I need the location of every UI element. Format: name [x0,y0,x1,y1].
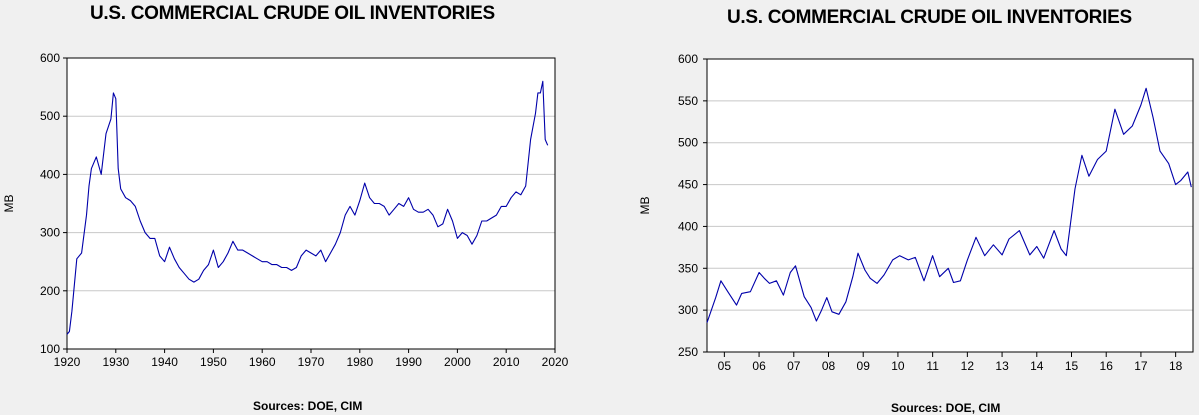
x-tick-label: 14 [1030,359,1044,373]
x-tick-label: 07 [787,359,801,373]
plot-area [706,58,1194,353]
x-tick-label: 05 [718,359,732,373]
series-line [706,87,1192,323]
x-tick-label: 09 [857,359,871,373]
y-axis-label: MB [638,197,652,215]
chart-title: U.S. COMMERCIAL CRUDE OIL INVENTORIES [90,3,495,24]
series-line [66,80,549,335]
x-tick-label: 1970 [298,355,325,369]
y-tick-label: 400 [40,167,60,181]
chart-title: U.S. COMMERCIAL CRUDE OIL INVENTORIES [727,7,1132,28]
x-tick-label: 1990 [395,355,422,369]
y-tick-label: 200 [40,284,60,298]
chart-panel-left: U.S. COMMERCIAL CRUDE OIL INVENTORIES 10… [0,0,590,415]
x-tick-label: 12 [961,359,975,373]
x-tick-label: 06 [752,359,766,373]
y-tick-label: 100 [40,342,60,356]
x-tick-label: 15 [1065,359,1079,373]
chart-panel-right: U.S. COMMERCIAL CRUDE OIL INVENTORIES 25… [600,0,1199,415]
y-tick-label: 600 [40,51,60,65]
y-tick-label: 300 [678,303,698,317]
x-tick-label: 17 [1134,359,1148,373]
chart-source-note: Sources: DOE, CIM [253,399,363,413]
y-tick-label: 450 [678,178,698,192]
x-tick-label: 1930 [102,355,129,369]
x-tick-label: 1920 [54,355,81,369]
x-tick-label: 1950 [200,355,227,369]
x-tick-label: 10 [891,359,905,373]
line-chart-right: 250 300 350 400 450 500 550 600 05 06 07 08 09 10 11 12… [638,52,1194,373]
plot-frame [706,58,1194,353]
x-tick-label: 2020 [542,355,569,369]
y-tick-label: 300 [40,226,60,240]
y-axis-label: MB [2,195,16,213]
y-tick-label: 550 [678,94,698,108]
y-tick-label: 400 [678,219,698,233]
x-tick-label: 1980 [346,355,373,369]
x-tick-label: 13 [995,359,1009,373]
x-tick-label: 2000 [444,355,471,369]
x-tick-label: 2010 [493,355,520,369]
plot-frame [66,57,556,350]
y-tick-label: 350 [678,261,698,275]
x-tick-label: 18 [1169,359,1183,373]
chart-source-note: Sources: DOE, CIM [891,401,1001,415]
line-chart-left: 100 200 300 400 500 600 1920 1930 1940 1950 1960 19… [2,51,569,369]
plot-area [66,57,556,350]
x-tick-label: 16 [1100,359,1114,373]
x-tick-label: 11 [926,359,939,373]
x-tick-label: 1960 [249,355,276,369]
y-tick-label: 250 [678,345,698,359]
x-tick-label: 1940 [151,355,178,369]
y-tick-label: 500 [678,136,698,150]
x-tick-label: 08 [822,359,836,373]
y-tick-label: 600 [678,52,698,66]
y-tick-label: 500 [40,109,60,123]
